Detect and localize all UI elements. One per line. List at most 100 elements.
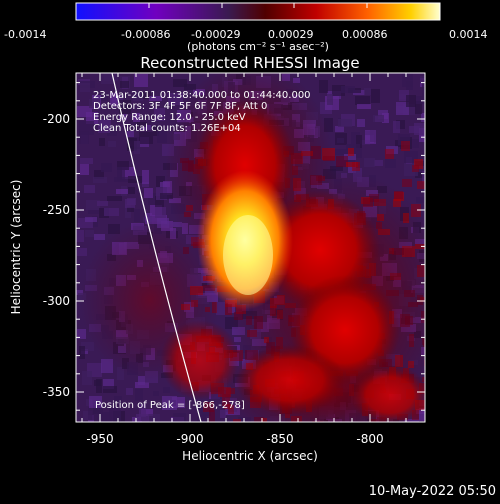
- speckle-cell: [94, 234, 105, 240]
- speckle-cell: [396, 102, 409, 115]
- speckle-cell: [78, 218, 93, 228]
- speckle-cell: [117, 167, 125, 181]
- speckle-cell: [385, 159, 396, 168]
- speckle-cell: [80, 164, 89, 175]
- y-tick-label: -300: [43, 294, 70, 308]
- speckle-cell: [102, 412, 112, 422]
- info-line-time: 23-Mar-2011 01:38:40.000 to 01:44:40.000: [93, 90, 311, 101]
- colorbar-ticks: [75, 3, 441, 8]
- speckle-cell: [173, 413, 186, 422]
- colorbar-units: (photons cm⁻² s⁻¹ asec⁻²): [187, 40, 329, 53]
- speckle-cell: [396, 120, 405, 129]
- colorbar-tick-label: 0.0014: [449, 28, 488, 41]
- speckle-cell: [145, 213, 152, 224]
- plot-frame: [75, 72, 426, 423]
- speckle-cell: [89, 396, 102, 408]
- colorbar-tick-label: 0.00086: [342, 28, 388, 41]
- speckle-cell: [344, 154, 356, 160]
- x-tick-label: -950: [86, 432, 113, 446]
- speckle-cell: [154, 108, 165, 121]
- speckle-cell: [412, 165, 419, 172]
- x-axis-label: Heliocentric X (arcsec): [182, 449, 318, 463]
- speckle-cell: [83, 411, 92, 420]
- speckle-cell: [133, 113, 140, 122]
- speckle-cell: [138, 376, 145, 385]
- speckle-cell: [88, 407, 103, 420]
- speckle-cell: [406, 95, 416, 107]
- speckle-cell: [88, 208, 99, 214]
- speckle-cell: [114, 396, 122, 406]
- speckle-cell: [140, 92, 151, 99]
- info-line-clean: Clean Total counts: 1.26E+04: [93, 123, 241, 134]
- speckle-cell: [348, 154, 355, 167]
- speckle-cell: [103, 379, 114, 389]
- speckle-cell: [424, 360, 425, 366]
- speckle-cell: [135, 389, 143, 401]
- speckle-cell: [364, 158, 375, 167]
- speckle-cell: [144, 188, 153, 198]
- speckle-cell: [399, 90, 409, 101]
- speckle-cell: [421, 113, 425, 122]
- speckle-cell: [142, 170, 149, 184]
- y-tick-label: -200: [43, 112, 70, 126]
- speckle-cell: [415, 172, 425, 178]
- speckle-cell: [133, 92, 143, 101]
- speckle-cell: [393, 121, 400, 133]
- speckle-cell: [81, 342, 94, 351]
- speckle-cell: [335, 149, 348, 155]
- speckle-cell: [79, 346, 85, 359]
- speckle-cell: [324, 118, 333, 132]
- speckle-cell: [139, 404, 146, 417]
- speckle-cell: [126, 388, 133, 395]
- speckle-cell: [424, 257, 425, 263]
- speckle-cell: [419, 408, 425, 421]
- speckle-cell: [153, 391, 159, 396]
- speckle-cell: [107, 196, 122, 201]
- speckle-cell: [79, 131, 89, 144]
- speckle-cell: [86, 200, 100, 210]
- speckle-cell: [319, 80, 328, 93]
- speckle-cell: [348, 148, 354, 156]
- speckle-cell: [157, 131, 167, 143]
- speckle-cell: [163, 387, 170, 393]
- colorbar-tick-label: -0.0014: [4, 28, 46, 41]
- speckle-cell: [110, 93, 118, 105]
- speckle-cell: [119, 100, 131, 114]
- speckle-cell: [141, 409, 153, 416]
- speckle-cell: [104, 73, 118, 81]
- info-line-energy: Energy Range: 12.0 - 25.0 keV: [93, 112, 246, 123]
- speckle-cell: [371, 89, 380, 103]
- speckle-cell: [120, 81, 129, 88]
- speckle-cell: [139, 132, 153, 144]
- speckle-cell: [108, 224, 120, 234]
- speckle-cell: [401, 141, 410, 151]
- speckle-cell: [134, 141, 140, 154]
- speckle-cell: [99, 138, 105, 146]
- speckle-cell: [402, 179, 412, 187]
- colorbar-tick-label: 0.00029: [268, 28, 314, 41]
- speckle-cell: [153, 126, 159, 136]
- speckle-cell: [373, 115, 384, 122]
- colorbar-gradient: [75, 2, 441, 21]
- speckle-cell: [337, 138, 344, 143]
- speckle-cell: [94, 170, 104, 179]
- speckle-cell: [216, 302, 225, 315]
- speckle-cell: [130, 121, 138, 128]
- speckle-cell: [103, 386, 117, 393]
- speckle-cell: [209, 410, 215, 422]
- speckle-cell: [149, 96, 162, 101]
- speckle-cell: [356, 135, 362, 148]
- speckle-cell: [96, 379, 102, 393]
- speckle-cell: [330, 166, 343, 171]
- speckle-cell: [127, 207, 134, 212]
- speckle-cell: [119, 114, 127, 120]
- y-tick-label: -250: [43, 203, 70, 217]
- speckle-cell: [327, 94, 333, 105]
- footer-timestamp: 10-May-2022 05:50: [369, 484, 496, 499]
- speckle-cell: [374, 160, 383, 166]
- axis-ticks: [76, 73, 425, 422]
- speckle-cell: [82, 371, 92, 385]
- speckle-cell: [351, 132, 360, 144]
- speckle-cell: [127, 131, 134, 138]
- speckle-cell: [160, 193, 173, 199]
